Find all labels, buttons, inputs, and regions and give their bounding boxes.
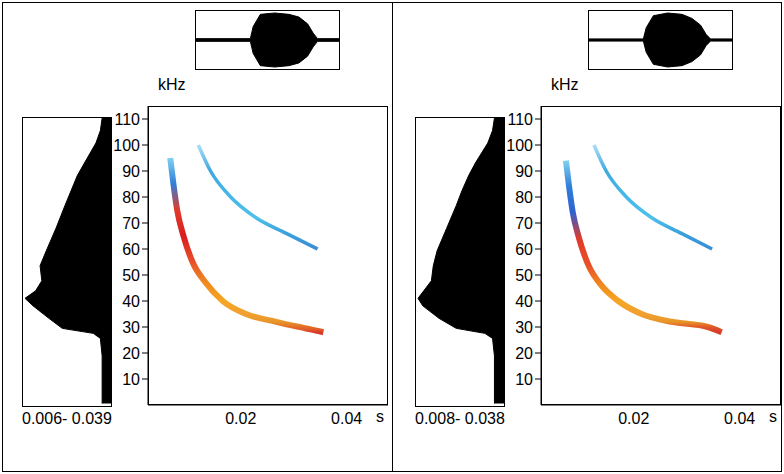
svg-text:100: 100 [506, 137, 533, 154]
html-text:kHz: kHz [551, 76, 579, 93]
svg-text:20: 20 [122, 345, 140, 362]
svg-text:50: 50 [515, 267, 533, 284]
svg-text:80: 80 [122, 189, 140, 206]
svg-text:50: 50 [122, 267, 140, 284]
svg-text:10: 10 [122, 371, 140, 388]
svg-text:70: 70 [515, 215, 533, 232]
svg-text:60: 60 [515, 241, 533, 258]
svg-text:90: 90 [515, 163, 533, 180]
html-text:0.008- 0.038: 0.008- 0.038 [415, 410, 505, 427]
html-text:s: s [376, 408, 384, 425]
svg-text:110: 110 [507, 111, 533, 128]
svg-text:60: 60 [122, 241, 140, 258]
svg-text:40: 40 [122, 293, 140, 310]
svg-text:70: 70 [122, 215, 140, 232]
svg-text:0.04: 0.04 [331, 410, 362, 427]
svg-text:100: 100 [113, 137, 140, 154]
svg-text:110: 110 [114, 111, 140, 128]
svg-text:30: 30 [122, 319, 140, 336]
svg-text:80: 80 [515, 189, 533, 206]
svg-text:90: 90 [122, 163, 140, 180]
svg-text:30: 30 [515, 319, 533, 336]
html-text:0.006- 0.039: 0.006- 0.039 [22, 410, 112, 427]
svg-text:0.02: 0.02 [225, 410, 256, 427]
html-text:s: s [769, 408, 777, 425]
svg-text:10: 10 [515, 371, 533, 388]
svg-text:0.04: 0.04 [724, 410, 755, 427]
html-text:kHz: kHz [158, 76, 186, 93]
svg-text:40: 40 [515, 293, 533, 310]
svg-text:20: 20 [515, 345, 533, 362]
svg-text:0.02: 0.02 [618, 410, 649, 427]
